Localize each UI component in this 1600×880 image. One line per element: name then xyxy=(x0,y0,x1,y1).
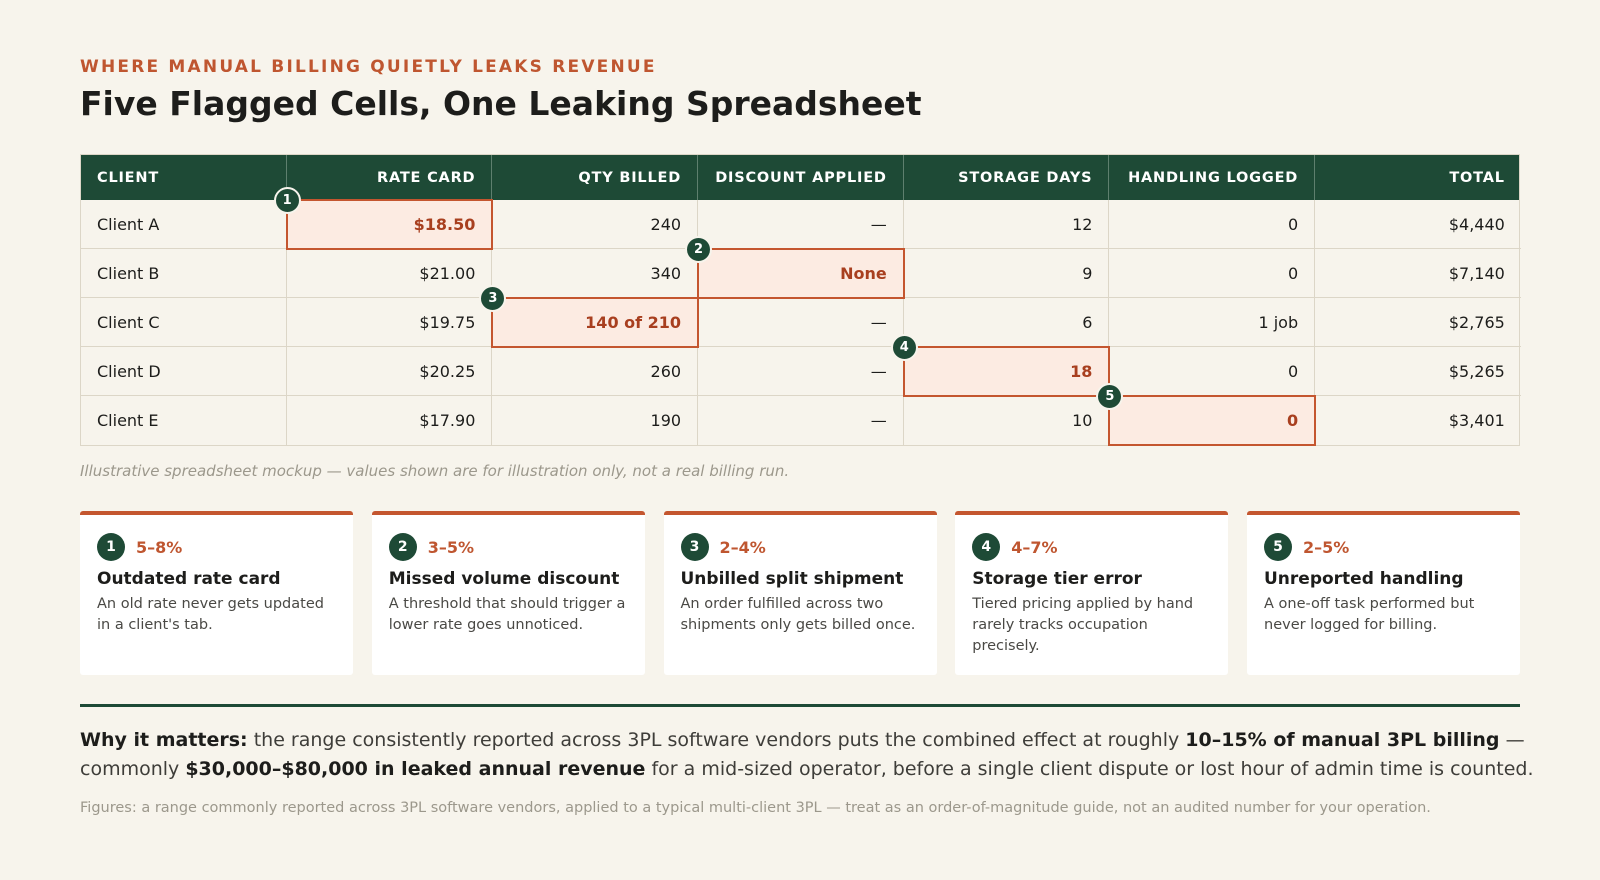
card-description: A one-off task performed but never logge… xyxy=(1264,596,1475,633)
cell-total: $4,440 xyxy=(1315,200,1521,249)
table-row: Client A $18.50 1 240 — 12 0 $4,440 xyxy=(81,187,1521,250)
spreadsheet-table: CLIENT RATE CARD QTY BILLED DISCOUNT APP… xyxy=(80,154,1521,446)
leak-cards: 1 5–8% Outdated rate card An old rate ne… xyxy=(80,511,1520,675)
cell-qty-billed: 260 xyxy=(492,347,699,396)
flag-number-badge: 4 xyxy=(890,334,918,361)
card-range: 2–4% xyxy=(719,537,766,557)
cell-qty-billed: 190 xyxy=(492,396,699,445)
cell-client: Client B xyxy=(81,249,287,298)
card-description: An old rate never gets updated in a clie… xyxy=(97,596,324,633)
why-it-matters: Why it matters: the range consistently r… xyxy=(80,726,1540,784)
header-qty-billed: QTY BILLED xyxy=(492,155,699,200)
cell-discount-applied: — xyxy=(698,347,904,396)
card-range: 4–7% xyxy=(1011,537,1058,557)
flagged-cell: 140 of 210 3 xyxy=(479,285,700,348)
cell-qty-billed: 240 xyxy=(492,200,699,249)
why-lead: Why it matters: xyxy=(80,729,248,751)
card-title: Storage tier error xyxy=(972,569,1142,589)
card-title: Unbilled split shipment xyxy=(680,569,904,589)
flag-number-badge: 1 xyxy=(273,187,301,214)
header-client: CLIENT xyxy=(81,155,287,200)
card-number-badge: 5 xyxy=(1264,533,1292,561)
table-header-row: CLIENT RATE CARD QTY BILLED DISCOUNT APP… xyxy=(81,155,1519,200)
cell-rate-card: $19.75 xyxy=(286,298,493,347)
cell-handling-logged: 1 job xyxy=(1109,298,1316,347)
cell-storage-days: 9 xyxy=(903,249,1110,298)
header-total: TOTAL xyxy=(1449,169,1505,186)
table-row: Client D $20.25 260 — 18 4 0 $5,265 xyxy=(81,334,1521,397)
card-range: 3–5% xyxy=(427,537,475,557)
card-number-badge: 2 xyxy=(388,533,417,561)
leak-card: 3 2–4% Unbilled split shipment An order … xyxy=(663,511,937,675)
flagged-cell: $18.50 1 xyxy=(273,187,494,250)
card-range: 5–8% xyxy=(136,537,183,557)
cell-total: $3,401 xyxy=(1448,411,1505,430)
flagged-cell: 18 4 xyxy=(890,334,1111,397)
cell-client: Client C xyxy=(81,298,287,347)
card-number-badge: 3 xyxy=(680,533,709,561)
cell-discount-applied: — xyxy=(698,200,904,249)
footnote: Figures: a range commonly reported acros… xyxy=(80,800,1431,816)
mockup-note: Illustrative spreadsheet mockup — values… xyxy=(80,462,790,480)
cell-discount-applied: — xyxy=(698,298,904,347)
card-number-badge: 4 xyxy=(972,533,1001,561)
why-text-1: the range consistently reported across 3… xyxy=(247,729,1186,751)
cell-rate-card: $21.00 xyxy=(286,249,493,298)
header-handling-logged: HANDLING LOGGED xyxy=(1109,155,1316,200)
page-title: Five Flagged Cells, One Leaking Spreadsh… xyxy=(80,84,922,123)
cell-total: $2,765 xyxy=(1315,298,1521,347)
header-rate-card: RATE CARD xyxy=(287,155,493,200)
cell-rate-card: $17.90 xyxy=(287,396,493,445)
cell-client: Client D xyxy=(81,347,287,396)
cell-handling-logged: 0 xyxy=(1109,200,1316,249)
cell-client: Client E xyxy=(81,396,287,445)
why-bold-2: $30,000–$80,000 in leaked annual revenue xyxy=(185,758,646,780)
header-discount-applied: DISCOUNT APPLIED xyxy=(698,155,904,200)
leak-card: 1 5–8% Outdated rate card An old rate ne… xyxy=(80,511,353,675)
cell-storage-days: 12 xyxy=(903,200,1110,249)
card-number-badge: 1 xyxy=(97,533,125,561)
card-description: Tiered pricing applied by hand rarely tr… xyxy=(972,596,1194,654)
cell-total: $7,140 xyxy=(1315,249,1521,298)
table-row: Client B $21.00 340 None 2 9 0 $7,140 xyxy=(81,236,1521,299)
why-text-2: — commonly xyxy=(80,729,1525,780)
card-title: Missed volume discount xyxy=(388,569,620,589)
why-text-3: for a mid-sized operator, before a singl… xyxy=(645,758,1534,780)
header-storage-days: STORAGE DAYS xyxy=(904,155,1110,200)
cell-storage-days: 10 xyxy=(904,396,1110,445)
card-title: Outdated rate card xyxy=(97,569,281,589)
why-bold-1: 10–15% of manual 3PL billing xyxy=(1185,729,1500,751)
flagged-cell: None 2 xyxy=(685,236,905,299)
table-row: Client C $19.75 140 of 210 3 — 6 1 job $2… xyxy=(81,285,1521,348)
flag-number-badge: 3 xyxy=(479,285,507,312)
card-description: A threshold that should trigger a lower … xyxy=(388,596,626,633)
cell-rate-card: $20.25 xyxy=(286,347,493,396)
eyebrow-label: WHERE MANUAL BILLING QUIETLY LEAKS REVEN… xyxy=(80,57,657,77)
cell-storage-days: 6 xyxy=(903,298,1110,347)
cell-client: Client A xyxy=(81,200,287,249)
card-description: An order fulfilled across two shipments … xyxy=(680,596,916,633)
card-range: 2–5% xyxy=(1303,537,1350,557)
leak-card: 2 3–5% Missed volume discount A threshol… xyxy=(371,511,645,675)
cell-discount-applied: — xyxy=(698,396,904,445)
cell-total: $5,265 xyxy=(1315,347,1521,396)
flag-number-badge: 2 xyxy=(685,236,713,263)
leak-card: 4 4–7% Storage tier error Tiered pricing… xyxy=(955,511,1229,675)
cell-handling-logged: 0 xyxy=(1109,347,1316,396)
leak-card: 5 2–5% Unreported handling A one-off tas… xyxy=(1247,511,1520,675)
cell-handling-logged: 0 xyxy=(1109,249,1316,298)
cell-qty-billed: 340 xyxy=(492,249,699,298)
flag-number-badge: 5 xyxy=(1096,383,1124,410)
section-divider xyxy=(80,704,1520,707)
card-title: Unreported handling xyxy=(1264,569,1464,589)
